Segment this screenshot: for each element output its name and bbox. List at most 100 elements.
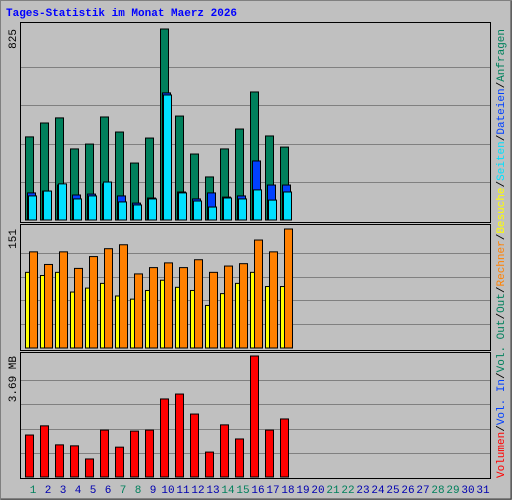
bar <box>193 200 202 221</box>
bar <box>164 262 173 349</box>
x-tick-label: 1 <box>30 485 37 497</box>
x-tick-label: 23 <box>356 485 369 497</box>
bar <box>239 263 248 349</box>
bar <box>134 273 143 349</box>
bar <box>103 181 112 221</box>
bar <box>85 458 94 478</box>
legend-entry: Besuche <box>496 187 508 233</box>
bar <box>88 195 97 221</box>
bar <box>179 267 188 349</box>
bar <box>133 204 142 221</box>
legend: Volumen/Vol. In/Vol. Out/Out/Rechner/Bes… <box>496 29 508 478</box>
bar <box>29 251 38 349</box>
x-tick-label: 16 <box>251 485 264 497</box>
bar <box>265 429 274 478</box>
bar <box>44 263 53 349</box>
x-tick-label: 18 <box>281 485 294 497</box>
bar <box>224 265 233 349</box>
bar <box>58 183 67 221</box>
legend-separator: / <box>496 313 508 320</box>
x-tick-label: 17 <box>266 485 279 497</box>
bar <box>59 251 68 349</box>
bar <box>89 256 98 349</box>
bar <box>25 434 34 478</box>
bar <box>73 198 82 221</box>
bar <box>163 94 172 221</box>
legend-entry: Out <box>496 293 508 313</box>
x-tick-label: 15 <box>236 485 249 497</box>
x-tick-label: 7 <box>120 485 127 497</box>
bar <box>118 201 127 221</box>
bar <box>104 248 113 349</box>
bar <box>148 198 157 221</box>
bar <box>223 197 232 221</box>
legend-entry: Vol. In <box>496 379 508 425</box>
bar <box>115 446 124 478</box>
bar <box>220 424 229 478</box>
bar <box>149 267 158 349</box>
x-tick-label: 11 <box>176 485 190 497</box>
legend-entry: Rechner <box>496 240 508 286</box>
y-tick-label: 151 <box>8 229 20 249</box>
bar <box>100 429 109 478</box>
bar <box>238 198 247 221</box>
legend-separator: / <box>496 287 508 294</box>
x-tick-label: 12 <box>191 485 204 497</box>
bar <box>40 425 49 478</box>
x-tick-label: 14 <box>221 485 235 497</box>
bar <box>209 271 218 349</box>
x-tick-label: 19 <box>296 485 309 497</box>
bar <box>280 418 289 478</box>
legend-separator: / <box>496 181 508 188</box>
bar <box>254 239 263 349</box>
bar <box>70 445 79 478</box>
y-tick-label: 3.69 MB <box>8 356 20 403</box>
x-tick-label: 10 <box>161 485 174 497</box>
bar <box>253 189 262 221</box>
x-tick-label: 3 <box>60 485 67 497</box>
bar <box>55 444 64 478</box>
bar <box>250 355 259 478</box>
legend-separator: / <box>496 234 508 241</box>
x-tick-label: 24 <box>371 485 385 497</box>
bar <box>208 206 217 221</box>
x-tick-label: 4 <box>75 485 82 497</box>
x-tick-label: 9 <box>150 485 157 497</box>
legend-entry: Vol. Out <box>496 320 508 373</box>
x-tick-label: 25 <box>386 485 399 497</box>
bar <box>130 430 139 478</box>
x-tick-label: 30 <box>461 485 474 497</box>
x-tick-label: 22 <box>341 485 354 497</box>
bar <box>28 195 37 221</box>
legend-entry: Volumen <box>496 432 508 478</box>
x-tick-label: 20 <box>311 485 324 497</box>
legend-entry: Seiten <box>496 141 508 181</box>
x-tick-label: 13 <box>206 485 219 497</box>
bar <box>175 393 184 478</box>
x-tick-label: 26 <box>401 485 414 497</box>
legend-entry: Anfragen <box>496 29 508 82</box>
legend-entry: Dateien <box>496 88 508 134</box>
bar <box>43 190 52 221</box>
x-tick-label: 29 <box>446 485 459 497</box>
y-tick-label: 825 <box>8 29 20 49</box>
x-tick-label: 6 <box>105 485 112 497</box>
chart-title: Tages-Statistik im Monat Maerz 2026 <box>6 8 237 20</box>
bar <box>119 244 128 349</box>
x-tick-label: 5 <box>90 485 97 497</box>
bar <box>268 199 277 221</box>
x-tick-label: 31 <box>476 485 490 497</box>
bar <box>283 191 292 221</box>
legend-separator: / <box>496 425 508 432</box>
bar <box>74 267 83 349</box>
x-tick-label: 28 <box>431 485 444 497</box>
bar <box>190 413 199 478</box>
bar <box>269 251 278 349</box>
x-tick-label: 8 <box>135 485 142 497</box>
legend-separator: / <box>496 372 508 379</box>
bar <box>205 451 214 478</box>
x-tick-label: 2 <box>45 485 52 497</box>
x-tick-label: 27 <box>416 485 429 497</box>
bar <box>235 438 244 478</box>
